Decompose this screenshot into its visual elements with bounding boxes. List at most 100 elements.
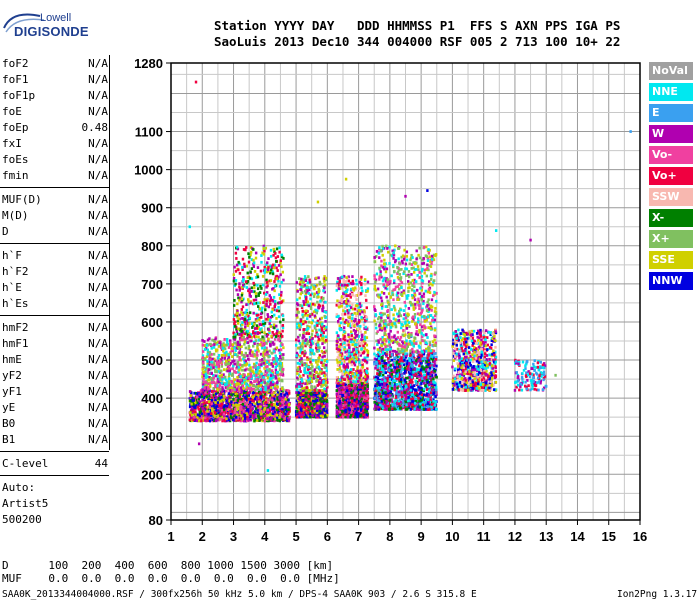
echo-point-vo- bbox=[200, 419, 202, 422]
echo-point-w bbox=[230, 362, 232, 365]
echo-point-w bbox=[191, 407, 193, 410]
echo-point-vo- bbox=[309, 361, 311, 364]
echo-point-w bbox=[208, 392, 210, 395]
echo-point-vo- bbox=[259, 409, 261, 412]
echo-point-x- bbox=[253, 353, 255, 356]
echo-point-x- bbox=[323, 366, 325, 369]
echo-point-vo- bbox=[267, 266, 269, 269]
echo-point-x- bbox=[325, 350, 327, 353]
echo-point-vo- bbox=[235, 252, 237, 255]
echo-point-x- bbox=[221, 365, 223, 368]
echo-point-vo- bbox=[305, 298, 307, 301]
echo-point-sse bbox=[246, 265, 248, 268]
echo-point-w bbox=[315, 414, 317, 417]
echo-point-w bbox=[245, 360, 247, 363]
echo-point-sse bbox=[269, 413, 271, 416]
echo-point-x- bbox=[233, 280, 235, 283]
echo-point-sse bbox=[201, 368, 203, 371]
echo-point-w bbox=[237, 341, 239, 344]
echo-point-sse bbox=[190, 403, 192, 406]
echo-point-vo- bbox=[198, 408, 200, 411]
echo-point-w bbox=[243, 420, 245, 423]
echo-point-x- bbox=[258, 416, 260, 419]
echo-point-vo- bbox=[209, 358, 211, 361]
echo-point-vo- bbox=[277, 335, 279, 338]
echo-point-x- bbox=[220, 370, 222, 373]
echo-point-nne bbox=[213, 346, 215, 349]
echo-point-sse bbox=[238, 383, 240, 386]
echo-point-w bbox=[214, 338, 216, 341]
echo-point-w bbox=[278, 397, 280, 400]
echo-point-vo- bbox=[318, 389, 320, 392]
echo-point-vo- bbox=[211, 364, 213, 367]
echo-point-sse bbox=[276, 393, 278, 396]
echo-point-sse bbox=[262, 247, 264, 250]
echo-point-w bbox=[226, 370, 228, 373]
echo-point-nne bbox=[265, 293, 267, 296]
echo-point-w bbox=[298, 397, 300, 400]
echo-point-vo- bbox=[207, 382, 209, 385]
echo-point-x- bbox=[279, 359, 281, 362]
y-tick-label: 1280 bbox=[134, 56, 163, 71]
echo-point-w bbox=[282, 396, 284, 399]
echo-point-sse bbox=[250, 251, 252, 254]
echo-point-x- bbox=[206, 395, 208, 398]
echo-point-sse bbox=[189, 411, 191, 414]
echo-point-nnw bbox=[273, 407, 275, 410]
echo-point-nnw bbox=[209, 420, 211, 423]
echo-point-nnw bbox=[244, 417, 246, 420]
echo-point-x- bbox=[308, 381, 310, 384]
echo-point-vo- bbox=[210, 412, 212, 415]
echo-point-x- bbox=[255, 386, 257, 389]
echo-point-nne bbox=[280, 281, 282, 284]
echo-point-nnw bbox=[232, 418, 234, 421]
echo-point-nne bbox=[217, 357, 219, 360]
echo-point-nne bbox=[205, 373, 207, 376]
echo-point-nne bbox=[205, 376, 207, 379]
echo-point-vo- bbox=[265, 401, 267, 404]
echo-point-vo- bbox=[279, 412, 281, 415]
echo-point-vo- bbox=[300, 320, 302, 323]
echo-point-sse bbox=[238, 369, 240, 372]
echo-point-w bbox=[296, 352, 298, 355]
echo-point-w bbox=[301, 337, 303, 340]
echo-point-nne bbox=[301, 380, 303, 383]
echo-point-sse bbox=[309, 389, 311, 392]
echo-point-x- bbox=[213, 353, 215, 356]
x-tick-label: 8 bbox=[386, 529, 393, 544]
echo-point-sse bbox=[322, 384, 324, 387]
echo-point-vo- bbox=[250, 388, 252, 391]
echo-point-w bbox=[323, 287, 325, 290]
echo-point-sse bbox=[247, 298, 249, 301]
echo-point-sse bbox=[222, 354, 224, 357]
echo-point-nne bbox=[245, 377, 247, 380]
echo-point-nnw bbox=[260, 396, 262, 399]
echo-point-vo- bbox=[211, 390, 213, 393]
echo-point-sse bbox=[302, 320, 304, 323]
echo-point-x- bbox=[261, 335, 263, 338]
echo-point-vo- bbox=[302, 411, 304, 414]
echo-point-sse bbox=[249, 366, 251, 369]
echo-point-vo- bbox=[253, 380, 255, 383]
echo-point-x- bbox=[263, 357, 265, 360]
echo-point-vo- bbox=[320, 361, 322, 364]
echo-point-vo- bbox=[202, 344, 204, 347]
x-tick-label: 12 bbox=[508, 529, 522, 544]
echo-point-x- bbox=[316, 312, 318, 315]
echo-point-sse bbox=[244, 340, 246, 343]
echo-point-x- bbox=[252, 248, 254, 251]
echo-point-nne bbox=[234, 349, 236, 352]
echo-point-vo- bbox=[221, 403, 223, 406]
echo-point-x- bbox=[259, 338, 261, 341]
echo-point-nnw bbox=[244, 414, 246, 417]
x-tick-label: 2 bbox=[199, 529, 206, 544]
echo-point-vo- bbox=[323, 331, 325, 334]
echo-point-w bbox=[266, 335, 268, 338]
echo-point-vo- bbox=[203, 387, 205, 390]
x-tick-label: 9 bbox=[418, 529, 425, 544]
echo-point-x- bbox=[228, 373, 230, 376]
echo-point-x- bbox=[268, 350, 270, 353]
echo-point-nne bbox=[303, 367, 305, 370]
echo-point-nne bbox=[206, 344, 208, 347]
echo-point-w bbox=[252, 312, 254, 315]
